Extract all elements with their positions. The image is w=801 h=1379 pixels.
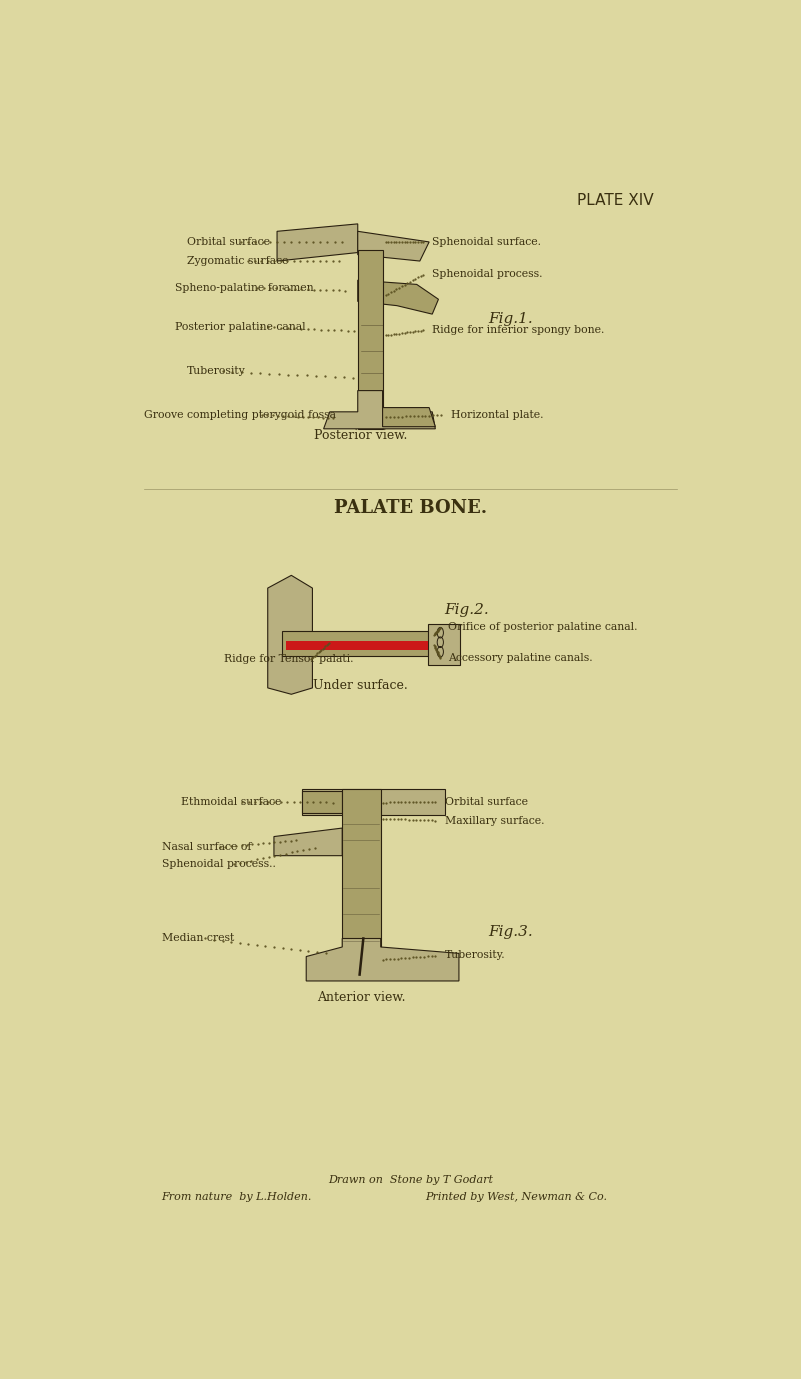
Text: Fig.2.: Fig.2. bbox=[445, 603, 489, 616]
Text: Under surface.: Under surface. bbox=[313, 678, 409, 692]
Polygon shape bbox=[286, 641, 428, 650]
Text: Printed by West, Newman & Co.: Printed by West, Newman & Co. bbox=[425, 1191, 607, 1201]
Polygon shape bbox=[324, 390, 436, 429]
Text: Ridge for Tensor palati.: Ridge for Tensor palati. bbox=[224, 654, 354, 665]
Polygon shape bbox=[342, 789, 380, 978]
Polygon shape bbox=[268, 575, 312, 694]
Text: Orifice of posterior palatine canal.: Orifice of posterior palatine canal. bbox=[448, 622, 638, 633]
Text: Zygomatic surface: Zygomatic surface bbox=[187, 256, 288, 266]
Text: PLATE XIV: PLATE XIV bbox=[577, 193, 654, 208]
Text: Posterior palatine canal: Posterior palatine canal bbox=[175, 321, 305, 332]
Text: Median crest: Median crest bbox=[162, 934, 235, 943]
Text: Groove completing pterygoid fossa: Groove completing pterygoid fossa bbox=[143, 410, 336, 421]
Text: PALATE BONE.: PALATE BONE. bbox=[334, 499, 487, 517]
Text: Tuberosity: Tuberosity bbox=[187, 367, 246, 376]
Text: From nature  by L.Holden.: From nature by L.Holden. bbox=[162, 1191, 312, 1201]
Text: Maxillary surface.: Maxillary surface. bbox=[445, 815, 544, 826]
Text: Ethmoidal surface: Ethmoidal surface bbox=[181, 797, 281, 807]
Polygon shape bbox=[302, 792, 342, 814]
Text: Nasal surface of: Nasal surface of bbox=[162, 843, 252, 852]
Text: Anterior view.: Anterior view. bbox=[316, 992, 405, 1004]
Text: Drawn on  Stone by T Godart: Drawn on Stone by T Godart bbox=[328, 1175, 493, 1185]
Polygon shape bbox=[274, 827, 342, 855]
Text: Tuberosity.: Tuberosity. bbox=[445, 950, 505, 961]
Polygon shape bbox=[383, 408, 436, 426]
Text: Fig.1.: Fig.1. bbox=[488, 312, 533, 325]
Text: Orbital surface: Orbital surface bbox=[187, 237, 270, 247]
Polygon shape bbox=[306, 939, 459, 980]
Text: Accessory palatine canals.: Accessory palatine canals. bbox=[448, 654, 593, 663]
Polygon shape bbox=[358, 232, 429, 261]
Polygon shape bbox=[428, 625, 460, 665]
Text: Fig.3.: Fig.3. bbox=[488, 925, 533, 939]
Polygon shape bbox=[358, 280, 438, 314]
Text: Orbital surface: Orbital surface bbox=[445, 797, 528, 807]
Polygon shape bbox=[358, 251, 383, 429]
Polygon shape bbox=[282, 630, 455, 656]
Text: Sphenoidal surface.: Sphenoidal surface. bbox=[433, 237, 541, 247]
Text: Spheno-palatine foramen: Spheno-palatine foramen bbox=[175, 283, 313, 292]
Text: Posterior view.: Posterior view. bbox=[314, 429, 408, 443]
Text: Ridge for inferior spongy bone.: Ridge for inferior spongy bone. bbox=[433, 325, 605, 335]
Polygon shape bbox=[302, 789, 445, 815]
Text: Sphenoidal process..: Sphenoidal process.. bbox=[162, 859, 276, 869]
Text: Horizontal plate.: Horizontal plate. bbox=[451, 410, 543, 421]
Text: Sphenoidal process.: Sphenoidal process. bbox=[433, 269, 543, 279]
Polygon shape bbox=[277, 223, 358, 261]
